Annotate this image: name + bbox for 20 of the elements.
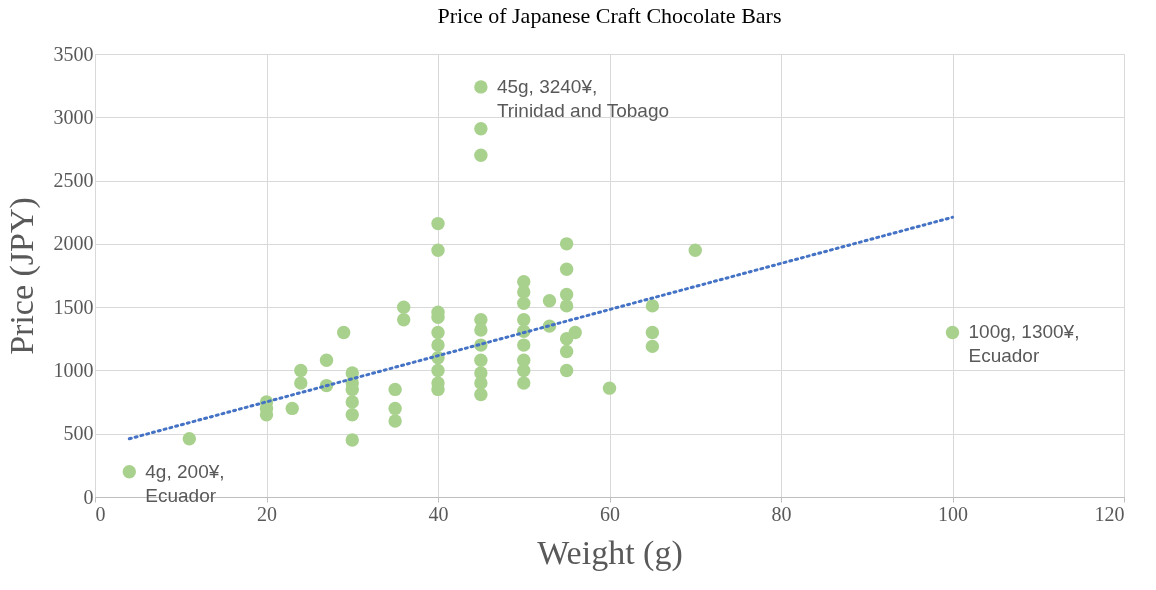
y-tick-label: 0 <box>83 485 94 508</box>
y-tick-label: 2000 <box>53 232 94 255</box>
x-tick-label: 40 <box>428 502 449 525</box>
annotation: 100g, 1300¥, Ecuador <box>968 321 1080 367</box>
annotation: 45g, 3240¥, Trinidad and Tobago <box>496 75 670 121</box>
y-tick-label: 1500 <box>53 295 94 318</box>
y-tick-label: 2500 <box>53 169 94 192</box>
x-tick-label: 100 <box>938 502 968 525</box>
y-tick-label: 3000 <box>53 105 94 128</box>
x-tick-label: 80 <box>771 502 792 525</box>
y-tick-label: 3500 <box>53 42 94 65</box>
y-tick-label: 1000 <box>53 358 94 381</box>
x-tick-label: 120 <box>1094 502 1125 525</box>
x-tick-label: 60 <box>600 502 620 525</box>
x-axis-title: Weight (g) <box>537 533 683 572</box>
x-tick-label: 20 <box>257 502 277 525</box>
annotation: 4g, 200¥, Ecuador <box>145 460 225 506</box>
chart-title: Price of Japanese Craft Chocolate Bars <box>437 3 782 28</box>
y-axis-title: Price (JPY) <box>2 197 41 355</box>
y-tick-label: 500 <box>63 422 94 445</box>
